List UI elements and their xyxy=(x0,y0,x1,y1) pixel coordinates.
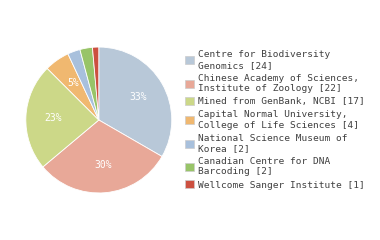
Text: 23%: 23% xyxy=(45,113,62,123)
Legend: Centre for Biodiversity
Genomics [24], Chinese Academy of Sciences,
Institute of: Centre for Biodiversity Genomics [24], C… xyxy=(185,50,365,190)
Text: 5%: 5% xyxy=(67,78,79,88)
Wedge shape xyxy=(99,47,172,156)
Text: 33%: 33% xyxy=(129,92,147,102)
Text: 30%: 30% xyxy=(94,160,112,170)
Wedge shape xyxy=(92,47,99,120)
Wedge shape xyxy=(47,54,99,120)
Wedge shape xyxy=(43,120,162,193)
Wedge shape xyxy=(80,47,99,120)
Wedge shape xyxy=(68,49,99,120)
Wedge shape xyxy=(26,68,99,167)
